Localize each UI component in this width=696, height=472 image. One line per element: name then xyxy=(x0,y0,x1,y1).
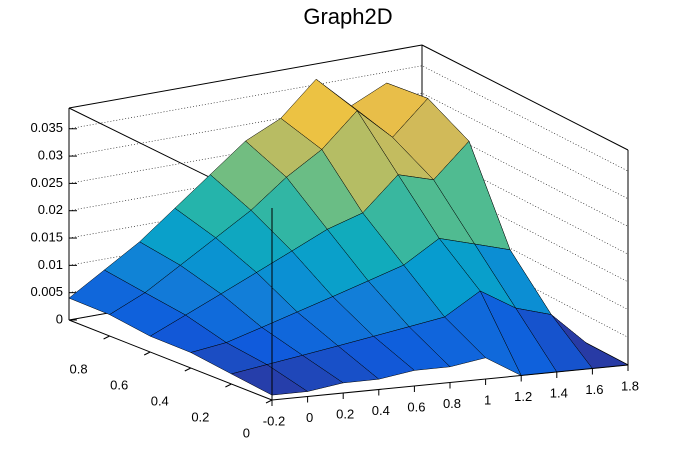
y-tick-label: 0 xyxy=(243,425,250,440)
z-tick-label: 0.035 xyxy=(30,120,63,135)
chart-title: Graph2D xyxy=(303,4,392,29)
y-axis xyxy=(68,319,273,401)
grid-line xyxy=(68,147,629,255)
y-tick xyxy=(225,383,232,388)
grid-line xyxy=(68,229,629,338)
x-tick-label: 1.6 xyxy=(585,382,603,397)
y-tick xyxy=(103,335,110,340)
x-tick-label: 0.4 xyxy=(372,403,390,418)
z-tick-label: 0.02 xyxy=(38,202,63,217)
z-tick-label: 0.005 xyxy=(30,284,63,299)
z-tick-label: 0.025 xyxy=(30,175,63,190)
y-tick-label: 0.6 xyxy=(110,377,128,392)
y-tick xyxy=(265,399,273,404)
x-tick-label: 1.8 xyxy=(621,378,639,393)
x-tick-label: 0.6 xyxy=(407,399,425,414)
frame-edge xyxy=(68,44,423,109)
y-tick-label: 0.4 xyxy=(151,393,169,408)
x-tick-label: 1.4 xyxy=(550,385,568,400)
y-tick xyxy=(184,367,192,372)
z-tick-label: 0.03 xyxy=(38,148,63,163)
x-tick-label: 1 xyxy=(484,392,491,407)
y-tick xyxy=(143,351,151,356)
x-tick-label: 0.2 xyxy=(336,406,354,421)
y-tick-label: 0.2 xyxy=(191,409,209,424)
x-tick-label: 0.8 xyxy=(443,396,461,411)
frame-edge xyxy=(421,44,629,151)
y-tick-label: 0.8 xyxy=(70,361,88,376)
x-tick-label: 1.2 xyxy=(514,389,532,404)
x-tick-label: 0 xyxy=(306,410,313,425)
z-tick-label: 0.015 xyxy=(30,229,63,244)
grid-line xyxy=(68,202,629,310)
z-tick-label: 0 xyxy=(56,311,63,326)
z-tick-label: 0.01 xyxy=(38,257,63,272)
surface-cell xyxy=(230,364,309,396)
x-tick-label: -0.2 xyxy=(263,413,285,428)
grid-line xyxy=(68,174,629,283)
grid-line xyxy=(68,120,629,227)
